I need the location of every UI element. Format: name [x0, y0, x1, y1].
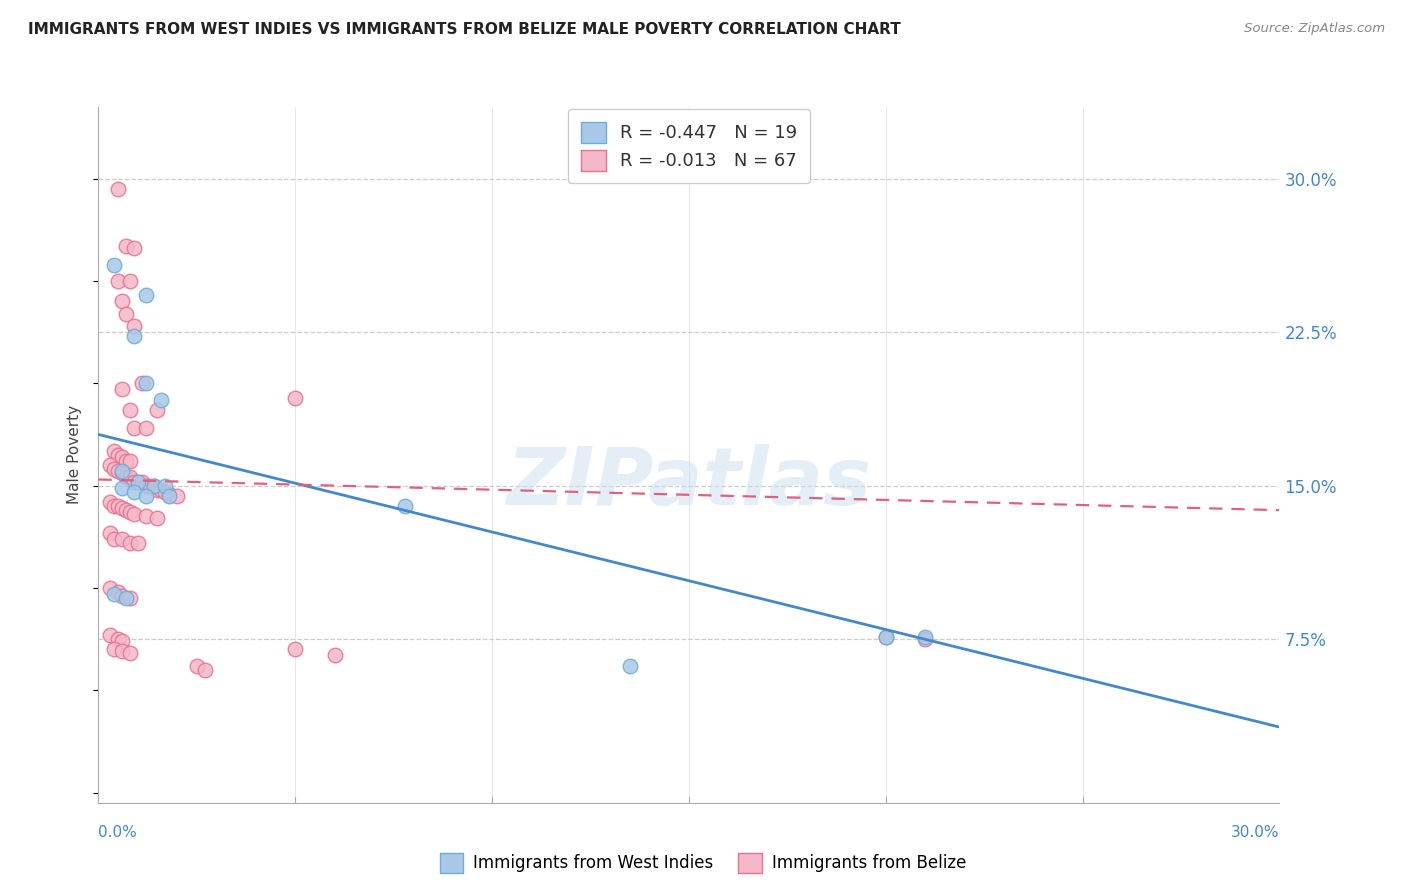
Point: [127, 536, 149, 550]
Point: [98, 525, 121, 540]
Point: [146, 511, 169, 525]
Point: [122, 484, 145, 499]
Legend: R = -0.447   N = 19, R = -0.013   N = 67: R = -0.447 N = 19, R = -0.013 N = 67: [568, 109, 810, 184]
Point: [107, 182, 129, 196]
Point: [150, 392, 173, 407]
Point: [118, 505, 141, 519]
Point: [131, 475, 153, 489]
Point: [186, 658, 208, 673]
Legend: Immigrants from West Indies, Immigrants from Belize: Immigrants from West Indies, Immigrants …: [433, 847, 973, 880]
Point: [284, 642, 307, 657]
Point: [118, 454, 141, 468]
Point: [111, 589, 134, 603]
Point: [107, 585, 129, 599]
Point: [142, 478, 165, 492]
Y-axis label: Male Poverty: Male Poverty: [67, 405, 83, 505]
Point: [111, 501, 134, 516]
Point: [875, 630, 897, 644]
Text: ZIPatlas: ZIPatlas: [506, 443, 872, 522]
Point: [619, 658, 641, 673]
Point: [155, 478, 177, 492]
Point: [138, 478, 160, 492]
Point: [155, 484, 177, 499]
Point: [284, 391, 307, 405]
Point: [107, 499, 129, 513]
Point: [103, 532, 125, 546]
Point: [142, 478, 165, 492]
Point: [98, 458, 121, 472]
Point: [103, 499, 125, 513]
Point: [118, 274, 141, 288]
Point: [98, 628, 121, 642]
Point: [135, 288, 157, 302]
Point: [122, 421, 145, 435]
Point: [115, 454, 138, 468]
Point: [115, 591, 138, 606]
Point: [157, 487, 180, 501]
Point: [115, 470, 138, 484]
Point: [135, 376, 157, 391]
Text: 30.0%: 30.0%: [1232, 825, 1279, 840]
Point: [111, 644, 134, 658]
Point: [103, 462, 125, 476]
Point: [135, 421, 157, 435]
Point: [135, 478, 157, 492]
Point: [115, 307, 138, 321]
Point: [103, 587, 125, 601]
Text: 0.0%: 0.0%: [98, 825, 138, 840]
Point: [131, 376, 153, 391]
Text: IMMIGRANTS FROM WEST INDIES VS IMMIGRANTS FROM BELIZE MALE POVERTY CORRELATION C: IMMIGRANTS FROM WEST INDIES VS IMMIGRANT…: [28, 22, 901, 37]
Point: [103, 258, 125, 272]
Point: [146, 403, 169, 417]
Point: [122, 508, 145, 522]
Point: [107, 448, 129, 462]
Point: [111, 464, 134, 478]
Point: [875, 630, 897, 644]
Point: [157, 489, 180, 503]
Point: [122, 318, 145, 333]
Point: [323, 648, 346, 663]
Point: [118, 470, 141, 484]
Point: [111, 481, 134, 495]
Point: [107, 274, 129, 288]
Point: [122, 475, 145, 489]
Point: [111, 532, 134, 546]
Point: [194, 663, 217, 677]
Point: [914, 630, 936, 644]
Point: [107, 632, 129, 646]
Point: [111, 467, 134, 481]
Point: [115, 239, 138, 253]
Point: [118, 591, 141, 606]
Point: [115, 503, 138, 517]
Point: [118, 403, 141, 417]
Point: [111, 383, 134, 397]
Point: [122, 329, 145, 343]
Point: [127, 475, 149, 489]
Point: [98, 495, 121, 509]
Point: [118, 647, 141, 661]
Point: [118, 536, 141, 550]
Point: [122, 241, 145, 255]
Point: [111, 634, 134, 648]
Point: [103, 443, 125, 458]
Point: [135, 489, 157, 503]
Point: [914, 632, 936, 646]
Point: [150, 483, 173, 497]
Point: [127, 475, 149, 489]
Point: [103, 642, 125, 657]
Point: [107, 464, 129, 478]
Point: [166, 489, 188, 503]
Point: [146, 483, 169, 497]
Point: [111, 294, 134, 309]
Point: [135, 509, 157, 524]
Point: [98, 581, 121, 595]
Point: [111, 450, 134, 464]
Text: Source: ZipAtlas.com: Source: ZipAtlas.com: [1244, 22, 1385, 36]
Point: [394, 499, 416, 513]
